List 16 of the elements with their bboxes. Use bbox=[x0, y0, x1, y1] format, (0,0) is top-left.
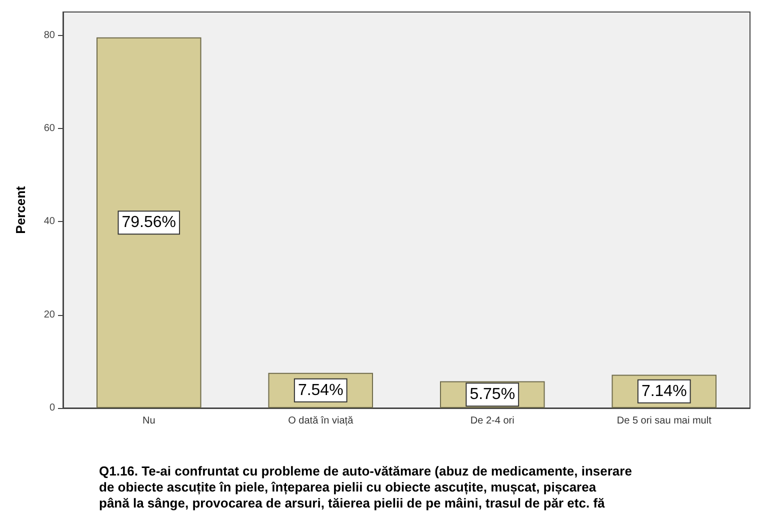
x-tick-label: Nu bbox=[142, 416, 156, 426]
bar bbox=[96, 37, 202, 408]
data-label: 7.54% bbox=[298, 382, 344, 399]
x-tick-label: De 2-4 ori bbox=[470, 416, 514, 426]
x-tick-label: O dată în viață bbox=[288, 416, 354, 426]
y-tick-label: 40 bbox=[44, 216, 56, 228]
x-axis-title: Q1.16. Te-ai confruntat cu probleme de auto-vătămare (abuz de medicamente, inserare de obiecte ascuțite în piele, înțeparea pielii cu obiecte ascuțite, mușcat, pișcarea până la sânge, provocarea de arsuri, tăierea pielii de pe mâini, trasul de păr etc. fă bbox=[99, 464, 636, 510]
data-label: 5.75% bbox=[470, 386, 516, 404]
y-tick-label: 60 bbox=[44, 122, 56, 134]
y-axis-title: Percent bbox=[13, 185, 28, 234]
data-label: 7.14% bbox=[641, 382, 687, 400]
y-tick-label: 20 bbox=[44, 309, 56, 320]
x-tick-label: De 5 ori sau mai mult bbox=[616, 416, 712, 426]
data-label: 79.56% bbox=[122, 214, 176, 232]
y-tick-label: 80 bbox=[44, 30, 56, 41]
y-tick-label: 0 bbox=[49, 402, 56, 414]
